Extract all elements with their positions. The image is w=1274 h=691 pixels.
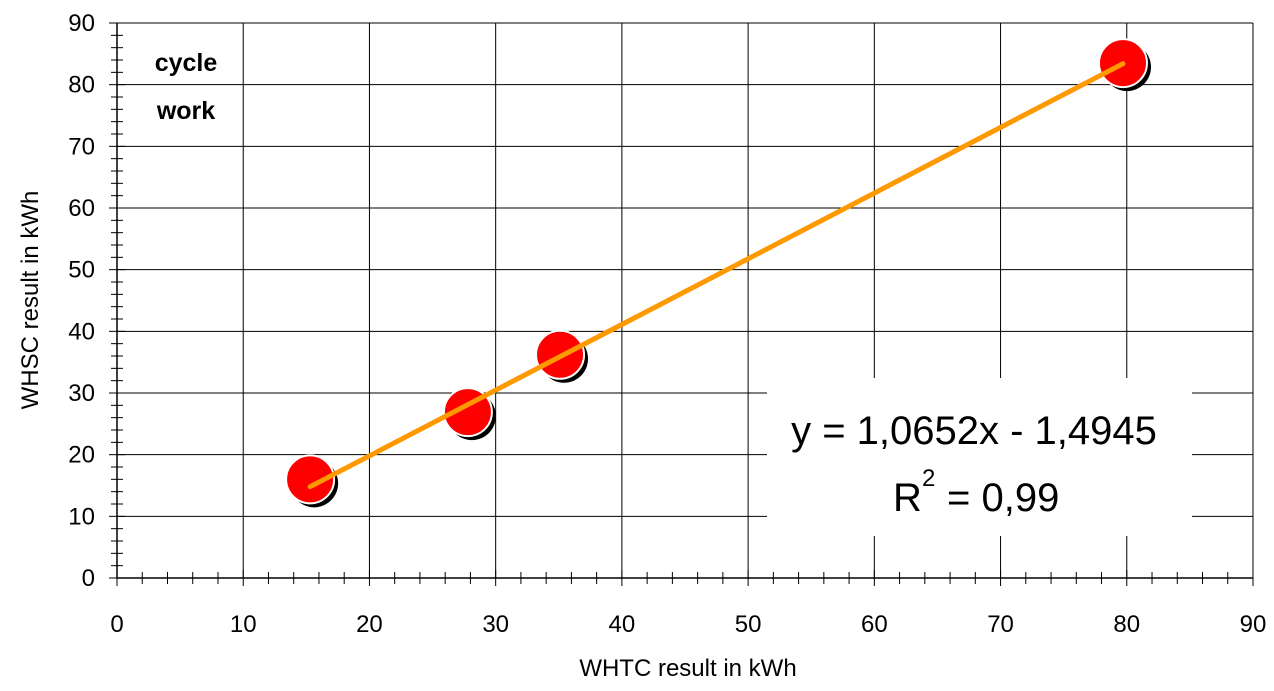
trendline-layer — [307, 61, 1126, 490]
tick-labels: 0 10 20 30 40 50 60 70 80 90 0 10 20 30 40 50 60 70 80 90 — [68, 10, 1266, 638]
axes — [109, 22, 1254, 586]
y-tick-label: 0 — [82, 565, 95, 592]
trendline-equation: y = 1,0652x - 1,4945 R 2 = 0,99 — [791, 409, 1157, 520]
y-tick-label: 70 — [68, 133, 95, 160]
x-tick-label: 60 — [861, 611, 888, 638]
equation-background — [767, 378, 1192, 536]
y-tick-label: 60 — [68, 195, 95, 222]
y-tick-label: 50 — [68, 257, 95, 284]
trendline-equation-box — [767, 378, 1192, 536]
trendline — [307, 61, 1126, 490]
data-point — [285, 454, 339, 508]
x-tick-label: 50 — [735, 611, 762, 638]
r-squared-exponent: 2 — [922, 465, 935, 492]
annotation-line-1: cycle — [155, 49, 218, 77]
y-tick-label: 80 — [68, 72, 95, 99]
corner-annotation: cycle work — [155, 49, 218, 125]
y-tick-label: 90 — [68, 10, 95, 37]
x-tick-label: 30 — [482, 611, 509, 638]
y-tick-label: 10 — [68, 503, 95, 530]
trendline-equation-text: y = 1,0652x - 1,4945 — [791, 409, 1157, 453]
annotation-line-2: work — [156, 97, 215, 125]
data-point — [442, 387, 496, 441]
x-tick-label: 90 — [1240, 611, 1267, 638]
y-axis-title: WHSC result in kWh — [17, 191, 44, 410]
x-tick-label: 70 — [987, 611, 1014, 638]
y-tick-label: 30 — [68, 380, 95, 407]
y-tick-label: 40 — [68, 318, 95, 345]
x-tick-label: 80 — [1113, 611, 1140, 638]
x-axis-title: WHTC result in kWh — [579, 655, 796, 682]
data-point-marker — [285, 454, 336, 505]
data-points — [285, 38, 1151, 508]
x-tick-label: 10 — [230, 611, 257, 638]
x-tick-label: 0 — [110, 611, 123, 638]
x-tick-label: 20 — [356, 611, 383, 638]
x-tick-label: 40 — [609, 611, 636, 638]
r-squared-base: R — [893, 476, 922, 520]
y-tick-label: 20 — [68, 442, 95, 469]
r-squared-value: = 0,99 — [947, 476, 1059, 520]
